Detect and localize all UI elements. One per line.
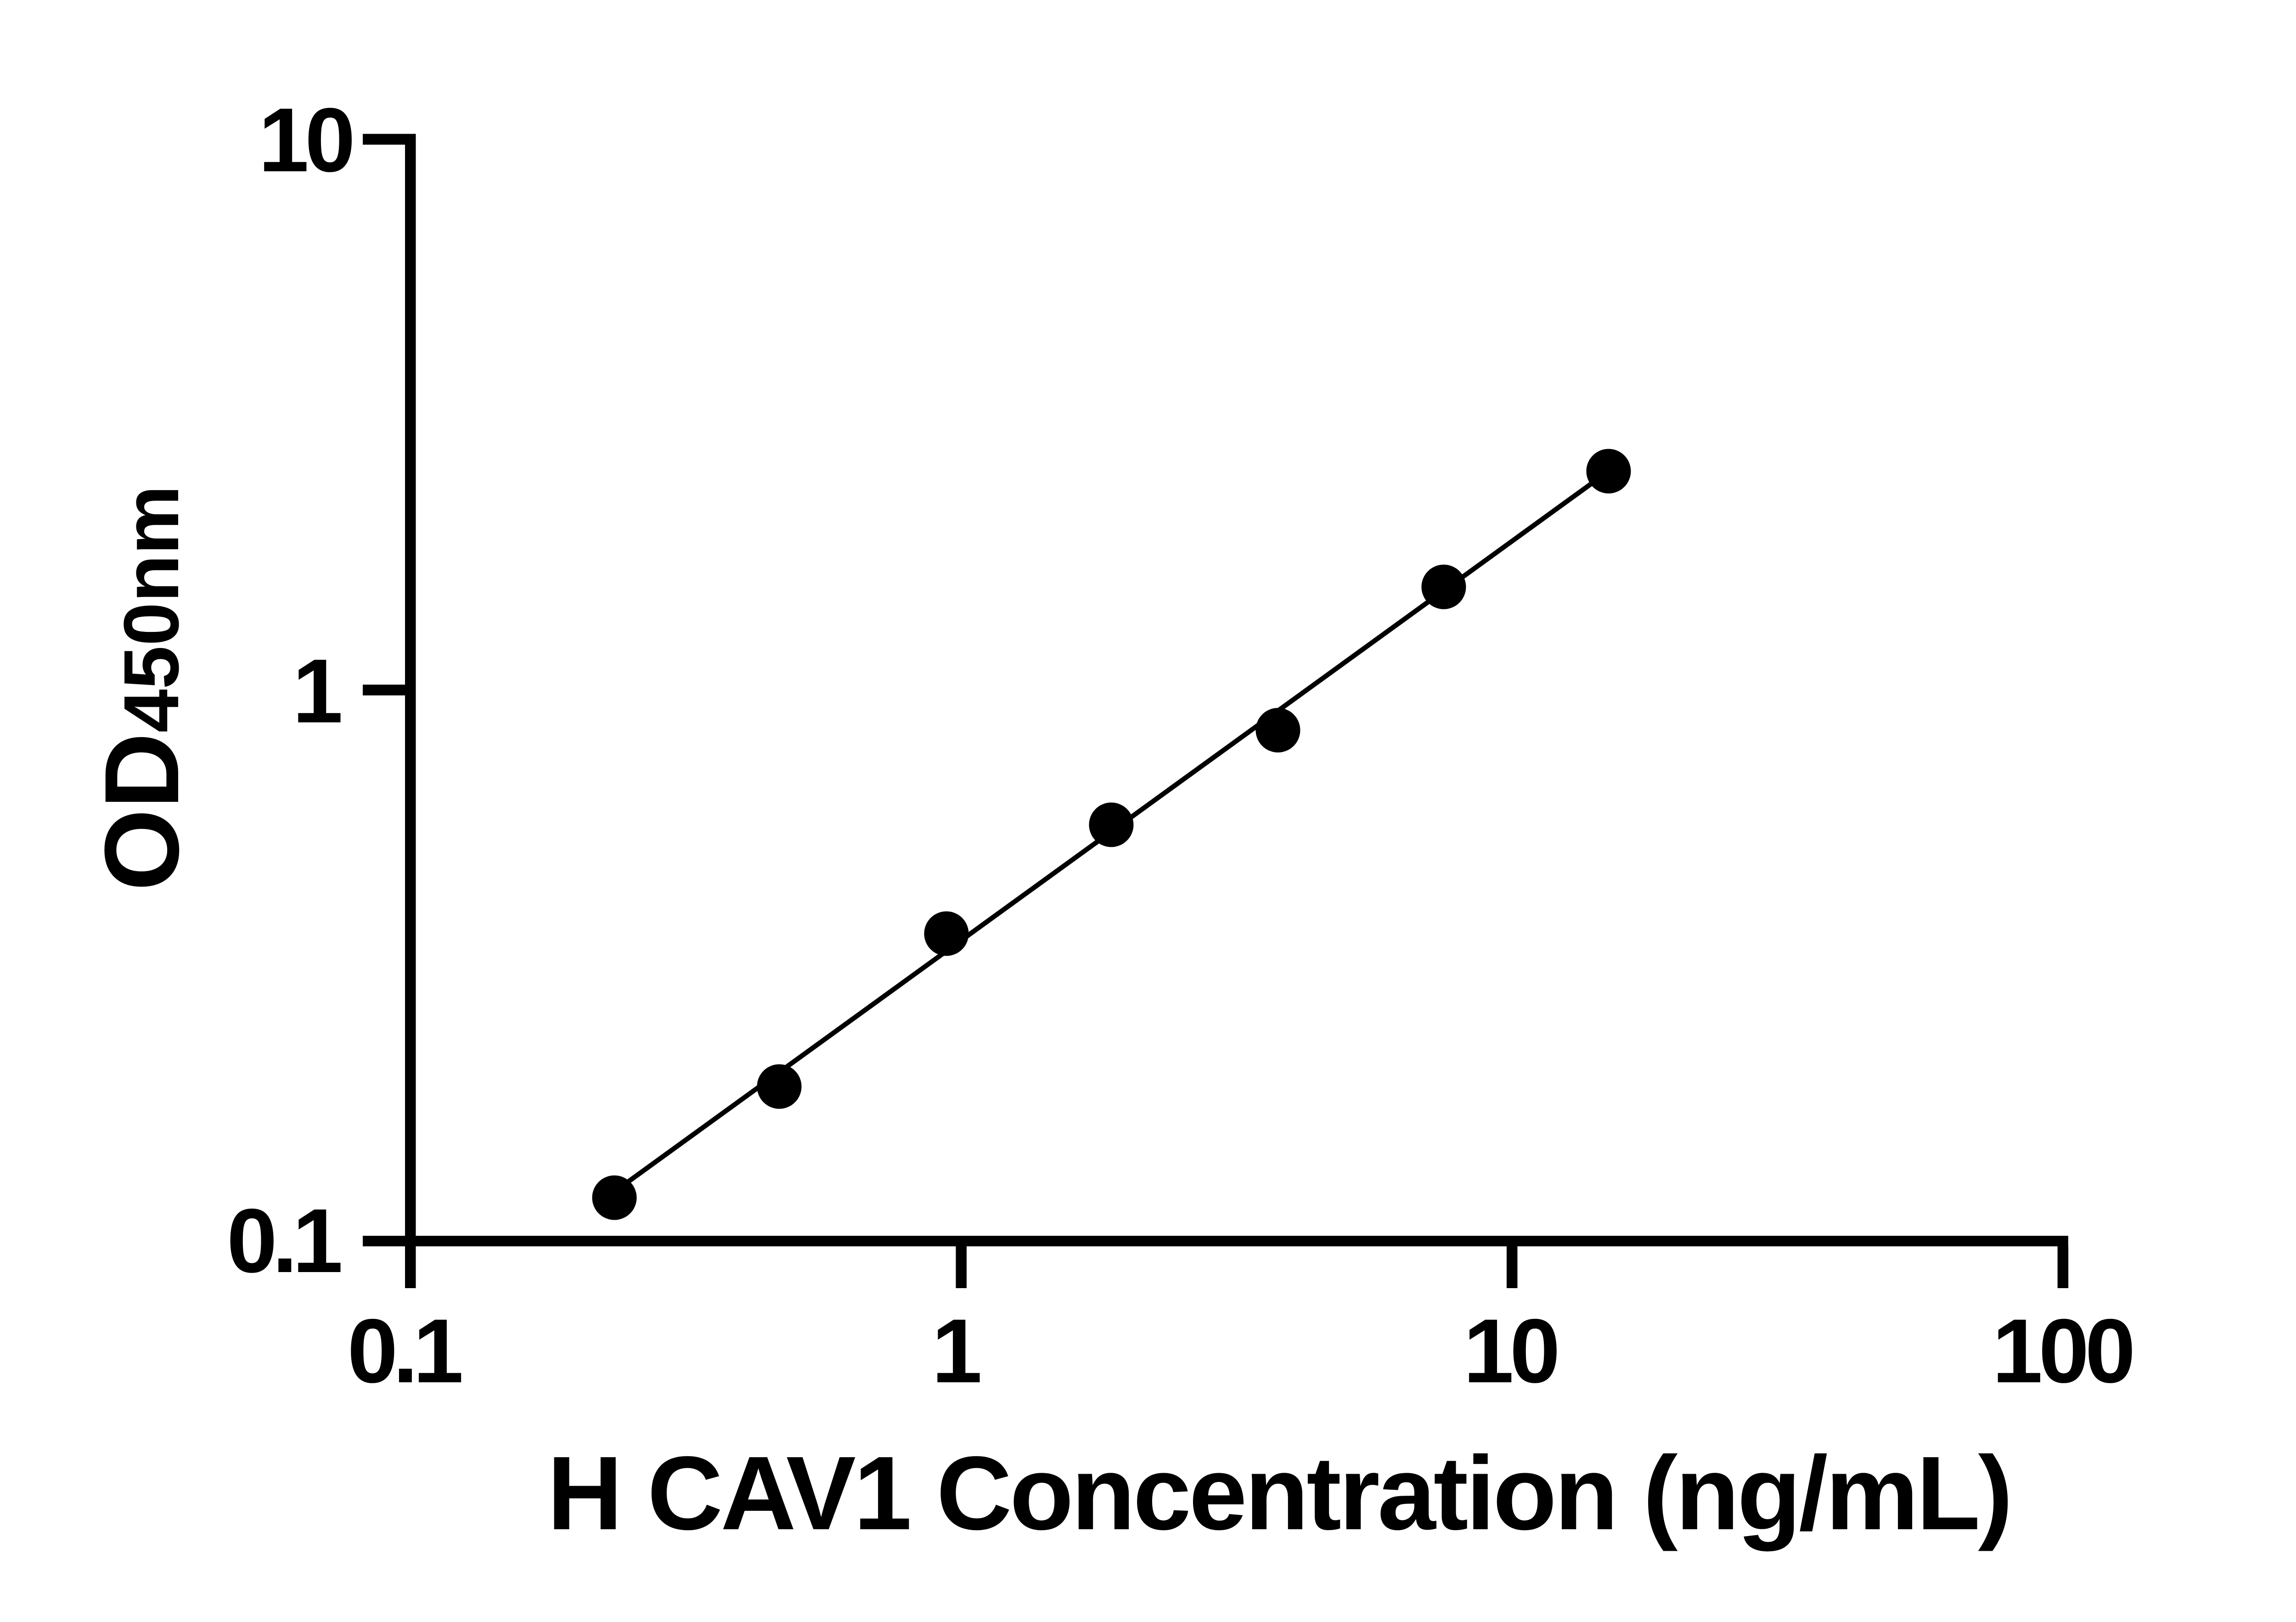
- svg-text:10: 10: [259, 89, 352, 191]
- svg-text:OD450nm: OD450nm: [83, 485, 201, 891]
- svg-text:10: 10: [1463, 1300, 1557, 1402]
- svg-text:1: 1: [932, 1300, 982, 1402]
- svg-text:1: 1: [293, 640, 343, 742]
- svg-text:0.1: 0.1: [347, 1300, 461, 1402]
- svg-text:0.1: 0.1: [227, 1190, 341, 1291]
- svg-text:H CAV1 Concentration (ng/mL): H CAV1 Concentration (ng/mL): [547, 1435, 2010, 1552]
- svg-text:100: 100: [1992, 1300, 2132, 1402]
